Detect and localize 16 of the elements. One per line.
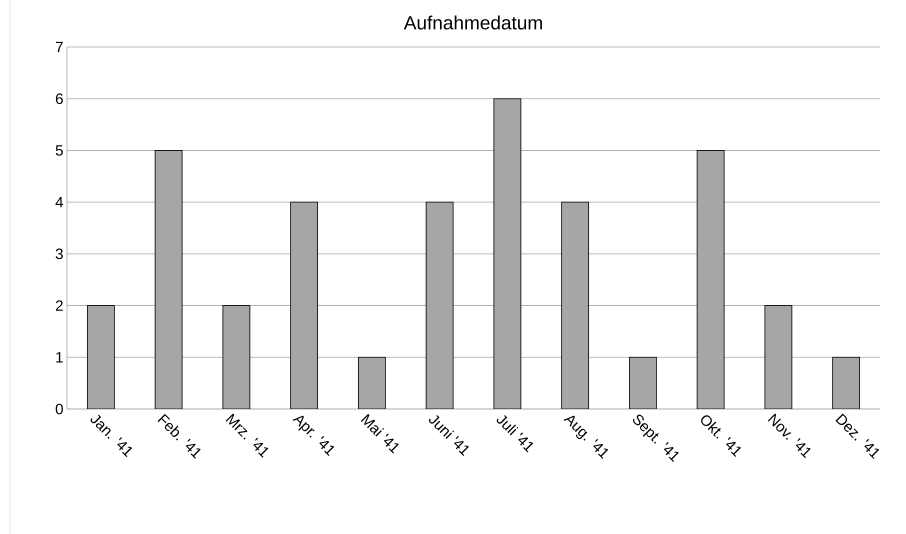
y-tick-label: 3 (56, 248, 63, 260)
y-tick-label: 2 (56, 300, 63, 311)
y-tick-label: 0 (56, 404, 63, 414)
x-tick-label: Mai '41 (360, 414, 399, 454)
y-tick-label: 6 (56, 93, 63, 104)
chart-title: Aufnahmedatum (404, 16, 542, 30)
x-tick-label: Okt. '41 (701, 415, 741, 457)
y-tick-label: 5 (56, 145, 63, 156)
x-tick-label: Juli '41 (496, 415, 534, 452)
x-tick-label: Aug. '41 (564, 416, 608, 459)
x-tick-label: Apr. '41 (292, 416, 334, 456)
y-tick-label: 7 (56, 42, 63, 52)
x-tick-label: Jan. '41 (90, 414, 132, 458)
y-tick-label: 4 (55, 196, 64, 208)
y-tick-label: 1 (56, 352, 63, 362)
x-tick-label: Juni '41 (428, 415, 469, 456)
